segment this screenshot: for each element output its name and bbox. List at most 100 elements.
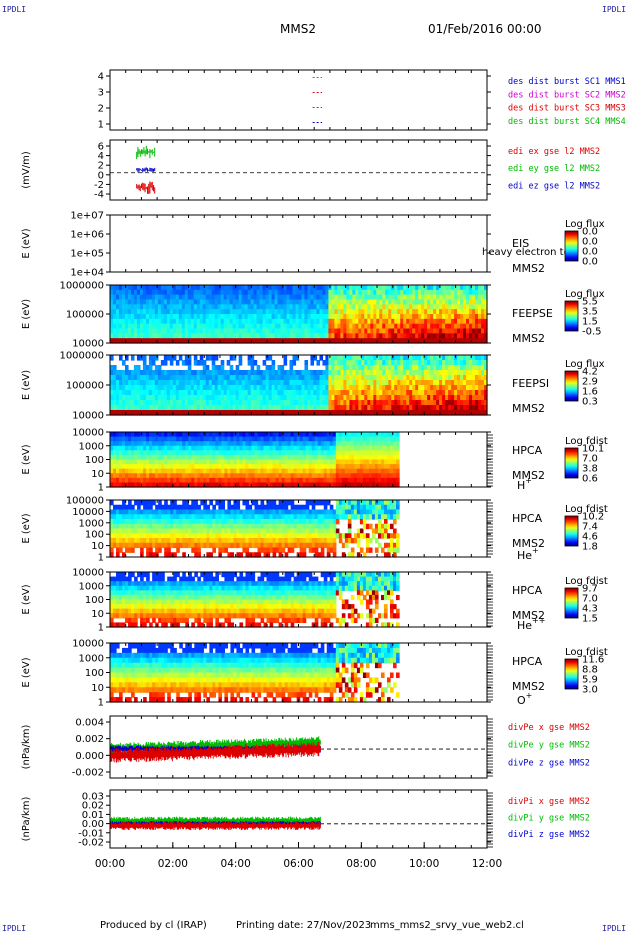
panel-feeps_i-cell [139,400,144,406]
panel-feeps_e-cell [325,333,330,339]
panel-hpca_h-cell [203,473,207,479]
panel-feeps_i-cell [274,370,279,376]
panel-hpca_h-cell [170,432,174,438]
panel-feeps_i-cell [442,405,446,411]
panel-feeps_i-cell [130,385,135,391]
panel-feeps_e-cell [310,299,315,305]
panel-hpca_h-cell [296,436,301,442]
panel-hpca_h-cell [293,450,298,456]
panel-hpca_h-cell [305,450,310,456]
panel-hpca_h-cell [230,477,235,484]
panel-hpca_h-cell [350,477,355,484]
panel-feeps_i-cell [220,385,225,391]
panel-feeps_e-cell [370,328,374,334]
panel-hpca_he-cell [149,533,153,539]
panel-feeps_i-cell [325,400,330,406]
panel-feeps_e-cell [181,323,186,330]
panel-feeps_i-cell [253,405,258,411]
panel-feeps_i-cell [199,355,204,361]
panel-feeps_e-cell [403,304,407,310]
panel-feeps_i-cell [157,375,162,381]
panel-hpca_h-cell [353,473,358,479]
panel-feeps_e-cell [319,323,324,330]
panel-feeps_i-cell [274,375,279,381]
panel-feeps_e-cell [196,309,201,315]
panel-feeps_e-cell [217,328,222,334]
panel-feeps_e-cell [232,333,237,339]
panel-feeps_e-cell [406,328,410,334]
panel-hpca_h-cell [386,432,391,438]
panel-feeps_e-cell [145,318,150,325]
panel-hpca_he-cell [161,514,165,520]
panel-hpca_h-cell [323,436,328,442]
panel-feeps_e-cell [118,309,123,315]
panel-feeps_e-cell [157,314,162,320]
panel-feeps_e-cell [136,328,141,334]
panel-hpca_h-cell [176,436,180,442]
panel-feeps_e-cell [406,299,410,305]
panel-hpca_h-cell [185,436,189,442]
panel-hpca_h-cell [263,477,268,484]
panel-feeps_e-cell [385,318,389,325]
panel-feeps_e-cell [115,328,120,334]
panel-hpca_h-cell [176,454,180,461]
panel-feeps_i-cell [262,400,267,406]
panel-feeps_i-cell [358,360,362,366]
panel-feeps_i-cell [307,375,312,381]
panel-hpca_h-cell [272,459,277,465]
panel-hpca_he-cell [155,533,159,539]
panel-hpca_h-cell [365,450,370,456]
panel-feeps_e-cell [454,333,458,339]
panel-feeps_i-cell [298,390,303,396]
panel-hpca_h-cell [284,464,289,470]
panel-feeps_e-cell [463,294,467,301]
panel-hpca_he-cell [179,523,183,530]
panel-hpca_h-cell [293,473,298,479]
panel-feeps_e-cell [334,338,338,344]
panel-hpca_h-cell [257,473,262,479]
panel-feeps_e-cell [379,289,383,296]
panel-hpca_he-cell [173,504,177,511]
panel-feeps_i-cell [481,405,485,411]
panel-feeps_e-cell [220,328,225,334]
panel-feeps_i-cell [382,385,386,391]
panel-feeps_e-cell [187,304,192,310]
panel-hpca_h-cell [152,473,156,479]
panel-feeps_e-cell [298,285,303,291]
panel-feeps_e-cell [322,294,327,301]
panel-hpca_h-cell [236,482,241,488]
panel-hpca_h-cell [287,473,292,479]
panel-feeps_e-cell [244,333,249,339]
panel-hpca_he-cell [146,509,150,515]
panel-feeps_i-cell [145,400,150,406]
panel-feeps_i-cell [451,410,455,416]
panel-feeps_i-cell [466,400,470,406]
panel-feeps_e-cell [262,294,267,301]
panel-hpca_he-cell [215,519,219,525]
panel-feeps_i-cell [136,355,141,361]
panel-hpca_he-cell [221,514,226,520]
panel-feeps_i-cell [295,370,300,376]
panel-feeps_e-cell [133,314,138,320]
panel-feeps_e-cell [313,309,318,315]
panel-hpca_he-cell [116,528,120,534]
panel-feeps_e-cell [334,285,338,291]
panel-hpca_h-cell [305,441,310,447]
panel-hpca_he-cell [212,538,216,544]
panel-feeps_i-cell [235,380,240,386]
panel-feeps_e-cell [334,323,338,330]
panel-hpca_h-cell [338,477,343,484]
panel-feeps_i-cell [418,375,422,381]
panel-feeps_e-cell [454,294,458,301]
panel-hpca_h-cell [317,468,322,474]
panel-feeps_e-cell [172,285,177,291]
panel-feeps_e-cell [127,333,132,339]
panel-hpca_h-cell [170,482,174,488]
panel-feeps_e-cell [136,314,141,320]
panel-feeps_i-cell [436,360,440,366]
panel-feeps_i-cell [244,400,249,406]
panel-feeps_e-cell [310,318,315,325]
panel-feeps_e-cell [430,294,434,301]
panel-feeps_e-cell [139,318,144,325]
panel-feeps_i-cell [448,410,452,416]
